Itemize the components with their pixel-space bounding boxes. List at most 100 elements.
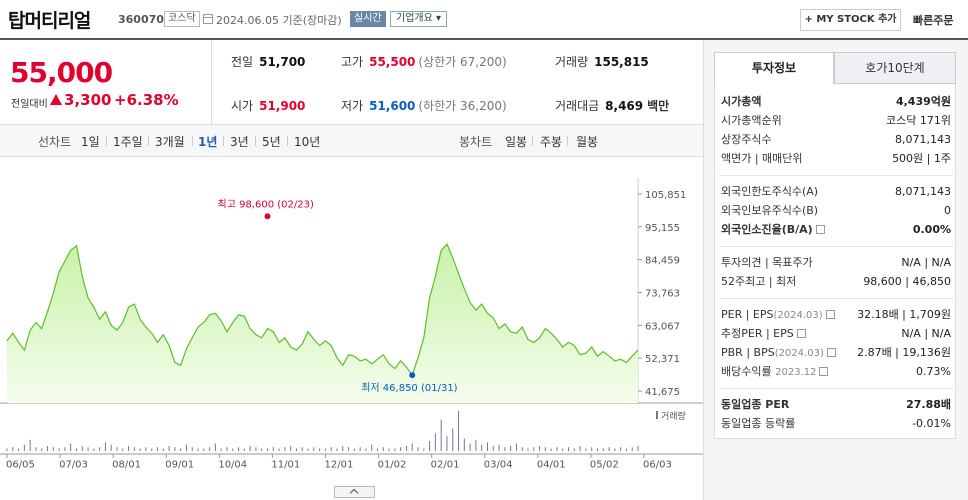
tab-5y[interactable]: 5년 <box>262 135 281 149</box>
stat-high: 고가 55,500 (상한가 67,200) <box>341 53 507 70</box>
row-label[interactable]: 동일업종 등락률 <box>721 417 796 430</box>
high-marker <box>264 213 271 220</box>
help-icon[interactable] <box>796 329 806 338</box>
tab-invest-info[interactable]: 투자정보 <box>714 52 834 84</box>
tab-divider <box>255 136 256 146</box>
row-label: 상장주식수 <box>721 133 772 146</box>
row-value: 0.73% <box>916 365 951 378</box>
collapse-chart-button[interactable] <box>334 486 375 498</box>
price-chart: 105,851 95,155 84,459 73,763 63,067 52,371 41,… <box>0 158 703 500</box>
x-tick-label: 05/02 <box>590 459 619 470</box>
tab-1w[interactable]: 1주일 <box>113 135 143 149</box>
up-triangle-icon <box>50 94 62 105</box>
tab-10y[interactable]: 10년 <box>294 135 321 149</box>
lower-limit: (하한가 36,200) <box>418 99 507 113</box>
stat-label: 고가 <box>341 55 364 69</box>
row-value: 코스닥 171위 <box>886 114 951 127</box>
row-label-date: (2024.03) <box>774 348 824 359</box>
shares-row: 상장주식수 8,071,143 <box>721 132 951 148</box>
tab-3m[interactable]: 3개월 <box>155 135 185 149</box>
row-value: 0 <box>944 204 951 217</box>
high-annotation: 최고 98,600 (02/23) <box>218 198 314 210</box>
help-icon[interactable] <box>815 225 825 234</box>
x-tick-label: 04/01 <box>537 459 566 470</box>
change-percent: +6.38% <box>114 91 179 109</box>
quick-order-button[interactable]: 빠른주문 <box>913 14 954 27</box>
help-icon[interactable] <box>819 367 829 376</box>
stat-amount: 거래대금 8,469 백만 <box>555 97 669 114</box>
help-icon[interactable] <box>826 348 836 357</box>
volume-legend-mark <box>656 411 658 419</box>
x-tick-label: 06/05 <box>6 459 35 470</box>
market-cap-row: 시가총액 4,439억원 <box>721 94 951 110</box>
y-tick-label: 52,371 <box>645 354 680 365</box>
add-my-stock-button[interactable]: + MY STOCK 추가 <box>800 9 901 31</box>
stat-value: 8,469 <box>605 99 644 113</box>
candle-chart-label: 봉차트 <box>459 135 493 149</box>
stat-label: 시가 <box>231 99 254 113</box>
tab-divider <box>192 136 193 146</box>
tab-monthly[interactable]: 월봉 <box>576 135 599 149</box>
stat-value: 155,815 <box>594 55 649 69</box>
low-annotation: 최저 46,850 (01/31) <box>361 382 457 394</box>
x-tick-label: 06/03 <box>643 459 672 470</box>
y-tick-label: 105,851 <box>645 190 686 201</box>
stat-label: 거래대금 <box>555 99 600 113</box>
row-value: N/A | N/A <box>901 327 951 340</box>
par-row: 액면가 | 매매단위 500원 | 1주 <box>721 151 951 167</box>
row-label: 외국인보유주식수(B) <box>721 204 819 217</box>
stat-low: 저가 51,600 (하한가 36,200) <box>341 97 507 114</box>
change-label: 전일대비 <box>11 99 48 110</box>
header-divider <box>0 38 968 40</box>
tab-divider <box>532 136 533 146</box>
x-tick-label: 11/01 <box>271 459 300 470</box>
row-label-date: 2023.12 <box>775 367 817 378</box>
sector-change-row[interactable]: 동일업종 등락률 -0.01% <box>721 416 951 432</box>
row-label: 추정PER | EPS <box>721 326 806 342</box>
price-line <box>6 243 639 377</box>
stat-value: 51,700 <box>259 55 306 69</box>
row-label-text: PER | EPS <box>721 308 774 321</box>
foreign-hold-row: 외국인보유주식수(B) 0 <box>721 203 951 219</box>
row-value: 4,439억원 <box>895 95 951 108</box>
y-tick-label: 41,675 <box>645 387 680 398</box>
foreign-limit-row: 외국인한도주식수(A) 8,071,143 <box>721 184 951 200</box>
stat-value: 55,500 <box>369 55 416 69</box>
row-value: 27.88배 <box>906 398 951 411</box>
divider <box>719 246 953 247</box>
row-label-text: 외국인소진율(B/A) <box>721 223 813 236</box>
row-label: PBR | BPS(2024.03) <box>721 345 836 362</box>
stat-open: 시가 51,900 <box>231 97 305 114</box>
price-area <box>7 244 638 403</box>
line-chart-label: 선차트 <box>38 135 72 149</box>
tab-ask-10[interactable]: 호가10단계 <box>834 52 956 84</box>
calendar-icon <box>203 14 213 24</box>
current-price-box: 55,000 전일대비 3,300 +6.38% <box>0 40 212 124</box>
row-value: N/A | N/A <box>901 256 951 269</box>
stat-label: 전일 <box>231 55 254 69</box>
row-label-text: 배당수익률 <box>721 365 772 378</box>
x-tick-label: 01/02 <box>378 459 407 470</box>
row-label: 외국인소진율(B/A) <box>721 222 825 238</box>
row-label-text: 추정PER | EPS <box>721 327 794 340</box>
row-value: 8,071,143 <box>895 185 951 198</box>
x-tick-label: 12/01 <box>325 459 354 470</box>
invest-info-box: 시가총액 4,439억원 시가총액순위 코스닥 171위 상장주식수 8,071… <box>714 84 956 439</box>
row-value: 32.18배 | 1,709원 <box>857 308 951 321</box>
tab-3y[interactable]: 3년 <box>230 135 249 149</box>
row-label[interactable]: 동일업종 PER <box>721 398 790 411</box>
est-per-row: 추정PER | EPS N/A | N/A <box>721 326 951 342</box>
volume-label: 거래량 <box>661 410 686 422</box>
tab-1d[interactable]: 1일 <box>81 135 100 149</box>
realtime-button[interactable]: 실시간 <box>350 11 386 27</box>
company-overview-dropdown[interactable]: 기업개요 ▾ <box>390 11 447 27</box>
row-label: 외국인한도주식수(A) <box>721 185 819 198</box>
tab-1y[interactable]: 1년 <box>198 135 218 149</box>
help-icon[interactable] <box>825 310 835 319</box>
tab-weekly[interactable]: 주봉 <box>540 135 563 149</box>
tab-daily[interactable]: 일봉 <box>505 135 528 149</box>
row-label: PER | EPS(2024.03) <box>721 307 835 324</box>
sector-per-row[interactable]: 동일업종 PER 27.88배 <box>721 397 951 413</box>
stock-name: 탑머티리얼 <box>8 10 91 32</box>
opinion-row: 투자의견 | 목표주가 N/A | N/A <box>721 255 951 271</box>
